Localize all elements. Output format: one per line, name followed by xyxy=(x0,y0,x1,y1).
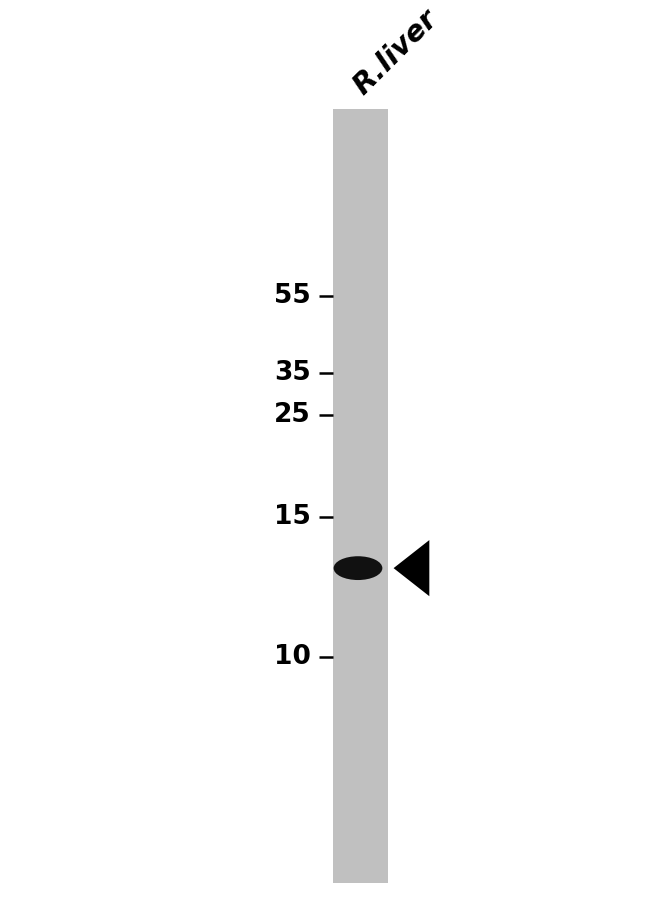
Text: 15: 15 xyxy=(274,504,311,530)
Text: 35: 35 xyxy=(274,359,311,386)
Text: 25: 25 xyxy=(274,402,311,428)
Text: 55: 55 xyxy=(274,283,311,309)
Text: 10: 10 xyxy=(274,645,311,670)
Polygon shape xyxy=(394,540,430,596)
Text: R.liver: R.liver xyxy=(348,5,443,100)
Ellipse shape xyxy=(333,556,382,580)
Bar xyxy=(333,109,389,882)
